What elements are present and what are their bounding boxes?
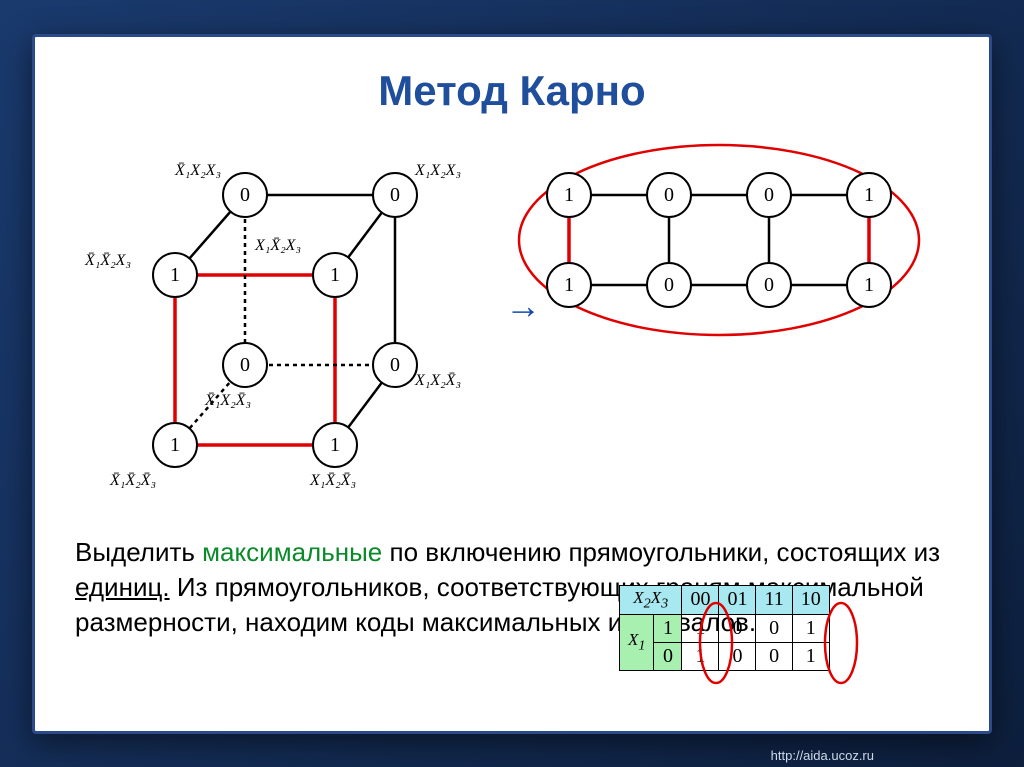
kmap-col: 11 <box>756 585 792 614</box>
kmap-row-label: 1 <box>654 614 682 642</box>
kmap-col: 01 <box>719 585 756 614</box>
svg-text:X₁X₂X₃: X₁X₂X₃ <box>414 162 461 179</box>
kmap-cell: 1 <box>682 614 719 642</box>
desc-underline: единиц. <box>75 572 170 602</box>
diagram-row: 0 X̄₁X₂X₃ 0 X₁X₂X₃ 1 X̄₁X̄₂X₃ 1 X₁X̄₂X₃ 0 X̄₁X₂X̄… <box>75 135 949 515</box>
kmap-cell: 1 <box>682 642 719 670</box>
kmap-cell: 0 <box>719 614 756 642</box>
kmap-cell: 0 <box>719 642 756 670</box>
svg-text:0: 0 <box>240 184 250 206</box>
kmap-col: 10 <box>792 585 829 614</box>
kmap-cell: 1 <box>792 642 829 670</box>
kmap-col: 00 <box>682 585 719 614</box>
svg-text:1: 1 <box>564 274 574 296</box>
kmap-row-label: 0 <box>654 642 682 670</box>
svg-text:X̄₁X₂X̄₃: X̄₁X₂X̄₃ <box>204 392 251 409</box>
desc-p1: Выделить <box>75 537 202 567</box>
svg-text:1: 1 <box>330 434 340 456</box>
svg-text:1: 1 <box>170 434 180 456</box>
svg-text:0: 0 <box>764 184 774 206</box>
svg-text:0: 0 <box>664 274 674 296</box>
kmap-cell: 1 <box>792 614 829 642</box>
svg-text:0: 0 <box>764 274 774 296</box>
svg-text:0: 0 <box>390 184 400 206</box>
svg-text:1: 1 <box>864 184 874 206</box>
svg-text:1: 1 <box>564 184 574 206</box>
flat-diagram-area: 10011001 X2X300011110X11100101001 <box>509 135 949 515</box>
kmap-row-header: X1 <box>620 614 654 670</box>
kmap-cell: 0 <box>756 614 792 642</box>
svg-text:X̄₁X̄₂X₃: X̄₁X̄₂X₃ <box>84 252 131 269</box>
kmap-table: X2X300011110X11100101001 <box>619 585 830 671</box>
svg-text:1: 1 <box>170 264 180 286</box>
svg-text:0: 0 <box>390 354 400 376</box>
desc-highlight: максимальные <box>202 537 382 567</box>
svg-text:1: 1 <box>864 274 874 296</box>
svg-text:X₁X̄₂X̄₃: X₁X̄₂X̄₃ <box>309 472 356 489</box>
slide-title: Метод Карно <box>75 67 949 115</box>
footer-url: http://aida.ucoz.ru <box>771 748 874 763</box>
svg-text:1: 1 <box>330 264 340 286</box>
desc-p2: по включению прямоугольники, состоящих и… <box>382 537 940 567</box>
svg-text:X̄₁X₂X₃: X̄₁X₂X₃ <box>174 162 221 179</box>
kmap-col-header: X2X3 <box>620 585 682 614</box>
slide: Метод Карно 0 X̄₁X₂X₃ 0 X₁X₂X₃ 1 X̄₁X̄₂X₃ 1 X₁X… <box>32 34 992 734</box>
svg-text:0: 0 <box>664 184 674 206</box>
svg-text:X̄₁X̄₂X̄₃: X̄₁X̄₂X̄₃ <box>109 472 156 489</box>
cube-diagram: 0 X̄₁X₂X₃ 0 X₁X₂X₃ 1 X̄₁X̄₂X₃ 1 X₁X̄₂X₃ 0 X̄₁X₂X̄… <box>75 135 495 515</box>
svg-text:X₁X₂X̄₃: X₁X₂X̄₃ <box>414 372 461 389</box>
svg-text:0: 0 <box>240 354 250 376</box>
svg-text:X₁X̄₂X₃: X₁X̄₂X₃ <box>254 237 301 254</box>
kmap-cell: 0 <box>756 642 792 670</box>
